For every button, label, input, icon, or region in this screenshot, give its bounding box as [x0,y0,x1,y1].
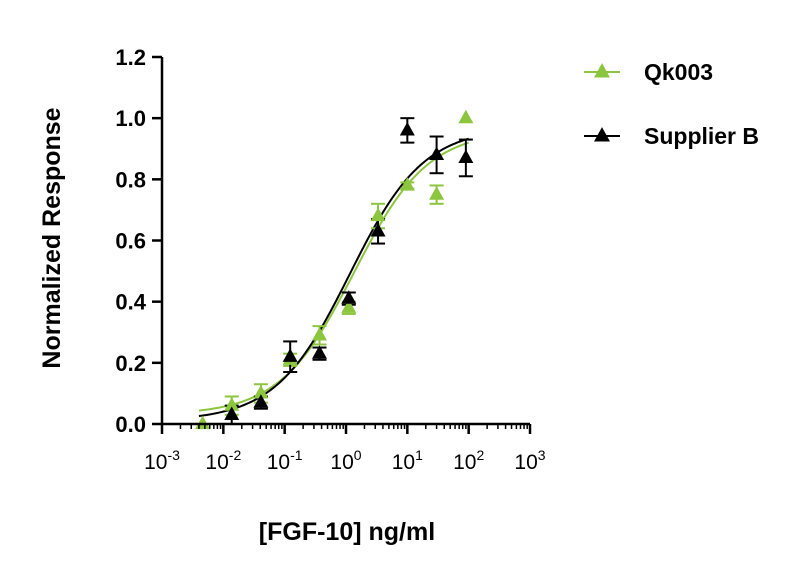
x-tick-label: 10-1 [267,447,303,474]
y-tick-label: 0.0 [115,412,146,437]
y-tick-label: 0.2 [115,351,146,376]
x-axis-ticks: 10-3 10-2 10-1 100 101 102 103 [144,424,546,474]
y-axis-label: Normalized Response [38,107,66,368]
supplier-b-point [399,122,415,136]
x-tick-label: 103 [514,447,545,474]
x-tick-label: 101 [392,447,423,474]
fit-curves [198,137,469,418]
x-tick-label: 102 [453,447,484,474]
supplier-b-point [370,222,386,237]
supplier-b-point [341,290,357,304]
supplier-b-point [282,348,298,362]
supplier-b-point [312,345,328,359]
qk003-fit-curve [198,141,469,412]
qk003-point [458,109,474,124]
y-tick-label: 1.2 [115,45,146,70]
qk003-point [341,299,357,313]
legend: Qk003 Supplier B [584,59,759,149]
legend-item-qk003: Qk003 [584,59,713,85]
legend-marker [594,127,610,142]
legend-item-supplier-b: Supplier B [584,123,759,149]
qk003-point [195,415,211,430]
axes: 0.0 0.2 0.4 0.6 0.8 1.0 1.2 10-3 10-2 10-1 100 101… [115,45,545,474]
data-markers [195,109,474,430]
qk003-point [370,207,386,222]
qk003-point [399,177,415,191]
x-tick-label: 10-3 [144,447,180,474]
y-tick-label: 0.8 [115,167,146,192]
qk003-point [253,385,269,399]
error-bars [224,117,473,425]
legend-label: Qk003 [644,59,713,85]
qk003-point [224,397,240,411]
y-tick-label: 0.4 [115,290,146,315]
legend-marker [594,63,610,78]
qk003-point [312,326,328,341]
legend-label: Supplier B [644,123,759,149]
supplier-b-point [458,149,474,164]
x-tick-label: 100 [330,447,361,474]
qk003-point [429,186,445,200]
y-tick-label: 0.6 [115,229,146,254]
x-tick-label: 10-2 [205,447,241,474]
y-axis-ticks: 0.0 0.2 0.4 0.6 0.8 1.0 1.2 [115,45,162,437]
y-tick-label: 1.0 [115,106,146,131]
supplier-b-fit-curve [198,137,469,418]
supplier-b-point [429,146,445,160]
supplier-b-point [253,394,269,408]
x-axis-label: [FGF-10] ng/ml [259,518,435,546]
supplier-b-point [224,406,240,420]
